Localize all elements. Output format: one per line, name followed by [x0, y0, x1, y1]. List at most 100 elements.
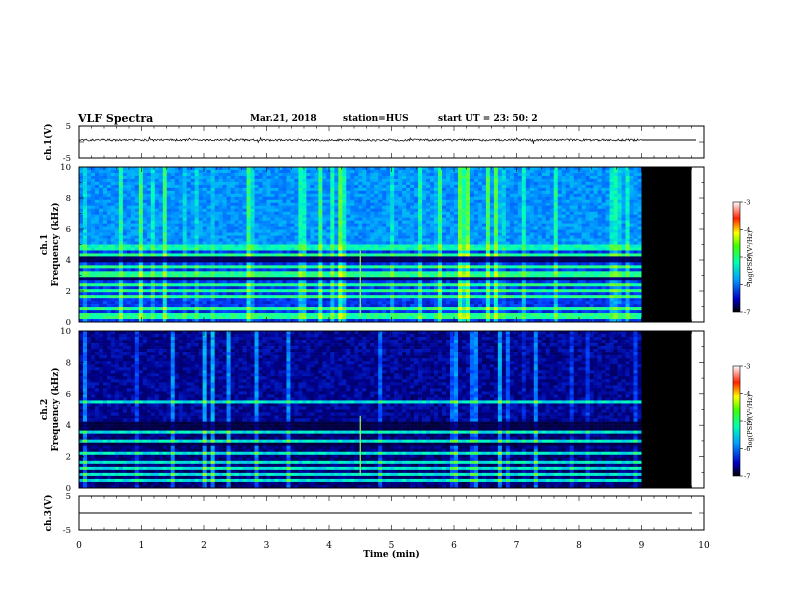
spectrogram-cell: [282, 256, 287, 260]
spectrogram-cell: [350, 211, 355, 215]
spectrogram-cell: [330, 223, 335, 227]
spectrogram-cell: [374, 262, 379, 266]
spectrogram-cell: [418, 220, 423, 224]
spectrogram-cell: [290, 250, 295, 254]
spectrogram-cell: [194, 262, 199, 266]
spectrogram-cell: [282, 247, 287, 251]
spectrogram-cell: [450, 247, 455, 251]
spectrogram-cell: [609, 169, 614, 174]
spectrogram-cell: [230, 175, 235, 180]
spectrogram-cell: [382, 199, 387, 204]
spectrogram-cell: [525, 262, 531, 266]
spectrogram-cell: [326, 235, 331, 239]
spectrogram-cell: [262, 265, 267, 269]
spectrogram-cell: [214, 262, 219, 266]
spectrogram-cell: [174, 244, 180, 248]
spectrogram-cell: [294, 193, 299, 198]
spectrogram-cell: [585, 187, 590, 192]
spectrogram-cell: [310, 253, 315, 257]
spectrogram-cell: [334, 247, 339, 251]
spectrogram-cell: [625, 187, 630, 192]
spectrogram-cell: [430, 253, 435, 257]
spectrogram-cell: [386, 178, 391, 183]
spectrogram-cell: [442, 241, 447, 245]
spectrogram-cell: [158, 167, 164, 171]
spectrogram-cell: [206, 232, 211, 236]
spectrogram-cell: [625, 220, 630, 224]
spectrogram-cell: [174, 229, 180, 233]
spectrogram-cell: [450, 184, 455, 189]
spectrogram-cell: [158, 214, 164, 218]
spectrogram-cell: [473, 181, 479, 186]
spectrogram-cell: [266, 199, 271, 204]
spectrogram-cell: [218, 184, 223, 189]
spectrogram-cell: [489, 211, 495, 215]
spectrogram-cell: [525, 178, 531, 183]
spectrogram-cell: [493, 244, 499, 248]
spectrogram-cell: [509, 223, 515, 227]
spectrogram-cell: [457, 214, 463, 218]
spectrogram-cell: [577, 175, 582, 180]
spectrogram-cell: [577, 223, 582, 227]
spectrogram-cell: [414, 178, 419, 183]
spectrogram-cell: [565, 167, 570, 171]
spectrogram-cell: [446, 241, 451, 245]
spectrogram-cell: [210, 190, 215, 195]
spectrogram-cell: [294, 217, 299, 221]
spectrogram-cell: [222, 208, 227, 213]
spectrogram-cell: [577, 193, 582, 198]
spectrogram-cell: [266, 256, 271, 260]
spectrogram-cell: [410, 175, 415, 180]
spectrogram-cell: [266, 175, 271, 180]
spectrogram-cell: [106, 211, 112, 215]
spectrogram-cell: [106, 205, 112, 210]
spectrogram-cell: [338, 175, 343, 180]
spectrogram-cell: [154, 238, 160, 242]
spectrogram-cell: [457, 193, 463, 198]
spectrogram-cell: [194, 217, 199, 221]
spectrogram-cell: [537, 167, 543, 171]
spectrogram-cell: [98, 232, 104, 236]
spectrogram-cell: [106, 181, 112, 186]
spectrogram-cell: [266, 238, 271, 242]
spectrogram-cell: [130, 214, 136, 218]
spectrogram-cell: [617, 208, 622, 213]
spectrogram-cell: [118, 214, 124, 218]
spectrogram-cell: [513, 190, 519, 195]
spectrogram-cell: [318, 250, 323, 254]
spectrogram-cell: [434, 238, 439, 242]
spectrogram-cell: [190, 238, 195, 242]
spectrogram-cell: [362, 226, 367, 230]
spectrogram-cell: [342, 175, 347, 180]
spectrogram-cell: [358, 244, 363, 248]
spectrogram-cell: [350, 268, 355, 272]
spectrogram-cell: [146, 232, 152, 236]
spectrogram-cell: [398, 184, 403, 189]
spectrogram-cell: [302, 241, 307, 245]
spectrogram-cell: [454, 214, 459, 218]
spectrogram-cell: [294, 238, 299, 242]
spectrogram-cell: [457, 256, 463, 260]
spectrogram-cell: [629, 256, 634, 260]
spectrogram-cell: [593, 262, 598, 266]
spectrogram-cell: [465, 202, 471, 207]
spectrogram-cell: [266, 196, 271, 201]
spectrogram-cell: [346, 172, 351, 177]
spectrogram-cell: [162, 178, 168, 183]
spectrogram-cell: [202, 217, 207, 221]
spectrogram-cell: [469, 250, 475, 254]
spectrogram-cell: [110, 253, 116, 257]
spectrogram-cell: [238, 211, 243, 215]
spectrogram-cell: [625, 223, 630, 227]
spectrogram-cell: [334, 244, 339, 248]
spectrogram-cell: [402, 235, 407, 239]
spectrogram-cell: [342, 268, 347, 272]
spectrogram-cell: [142, 244, 148, 248]
spectrogram-cell: [342, 226, 347, 230]
spectrogram-cell: [238, 214, 243, 218]
spectrogram-cell: [234, 244, 239, 248]
spectrogram-cell: [314, 268, 319, 272]
spectrogram-cell: [541, 214, 547, 218]
spectrogram-cell: [170, 253, 176, 257]
spectrogram-cell: [230, 229, 235, 233]
